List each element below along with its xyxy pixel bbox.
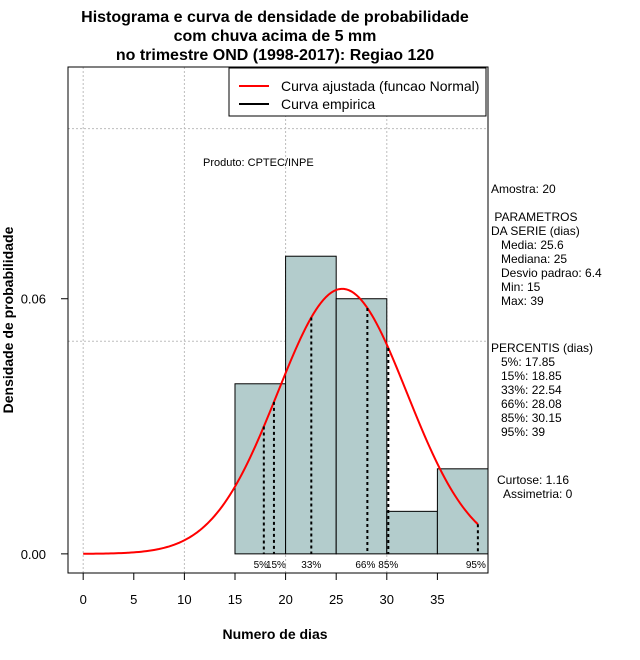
normal-curve-line [83, 287, 479, 555]
y-axis: 0.00 0.06 [21, 292, 69, 562]
side-panel-text: 95%: 39 [491, 425, 545, 439]
side-panel-text: 85%: 30.15 [491, 411, 562, 425]
side-panel-text: Max: 39 [491, 294, 544, 308]
percentile-label: 95% [466, 560, 486, 571]
side-panel-text: Mediana: 25 [491, 252, 567, 266]
side-panel-text: Min: 15 [491, 280, 541, 294]
percentile-label: 15% [266, 560, 286, 571]
x-axis: 0 5 10 15 20 25 30 35 [80, 572, 445, 607]
y-tick-label: 0.06 [21, 292, 46, 307]
title-line: Histograma e curva de densidade de proba… [81, 9, 469, 26]
side-panel-text: Media: 25.6 [491, 238, 564, 252]
side-panel-text: PARAMETROS [491, 210, 577, 224]
x-axis-label: Numero de dias [222, 626, 327, 642]
percentile-label: 66% [355, 560, 375, 571]
title-line: com chuva acima de 5 mm [174, 28, 377, 45]
side-panel-text: 15%: 18.85 [491, 369, 562, 383]
percentile-label: 5% [254, 560, 269, 571]
percentile-markers: 5%15% 33% 66% 85% 95% [254, 307, 486, 571]
histogram-bar [285, 255, 337, 555]
x-tick-label: 25 [329, 592, 343, 607]
x-tick-label: 35 [430, 592, 444, 607]
histogram-bar [436, 468, 489, 555]
normal-curve [83, 287, 479, 555]
legend-entry-label: Curva ajustada (funcao Normal) [281, 78, 479, 94]
side-panel-text: PERCENTIS (dias) [491, 341, 593, 355]
histogram-bar [335, 298, 388, 555]
y-axis-label: Densidade de probabilidade [0, 226, 16, 413]
side-panel-text: 33%: 22.54 [491, 383, 562, 397]
x-tick-label: 10 [177, 592, 191, 607]
x-tick-label: 30 [380, 592, 394, 607]
x-tick-label: 15 [228, 592, 242, 607]
histogram-bars [234, 255, 489, 555]
x-tick-label: 0 [80, 592, 87, 607]
legend-box [228, 67, 487, 117]
side-panel-text: DA SERIE (dias) [491, 224, 580, 238]
histogram-bar [234, 383, 287, 555]
side-panel-text: 5%: 17.85 [491, 355, 555, 369]
side-panel-text: 66%: 28.08 [491, 397, 562, 411]
title-line: no trimestre OND (1998-2017): Regiao 120 [116, 47, 434, 64]
x-tick-label: 20 [278, 592, 292, 607]
side-panel-text: Assimetria: 0 [497, 487, 573, 501]
side-panel-text: Desvio padrao: 6.4 [491, 266, 602, 280]
legend: Curva ajustada (funcao Normal) Curva empi… [228, 67, 487, 117]
product-label: Produto: CPTEC/INPE [203, 157, 314, 169]
percentile-label: 33% [301, 560, 321, 571]
y-tick-label: 0.00 [21, 547, 46, 562]
legend-entry-label: Curva empirica [281, 96, 375, 112]
side-panel-text: Amostra: 20 [491, 182, 556, 196]
side-panel-text: Curtose: 1.16 [497, 473, 569, 487]
histogram-bar [386, 510, 438, 555]
chart-title: Histograma e curva de densidade de proba… [81, 9, 469, 64]
percentile-label: 85% [378, 560, 398, 571]
x-tick-label: 5 [130, 592, 137, 607]
